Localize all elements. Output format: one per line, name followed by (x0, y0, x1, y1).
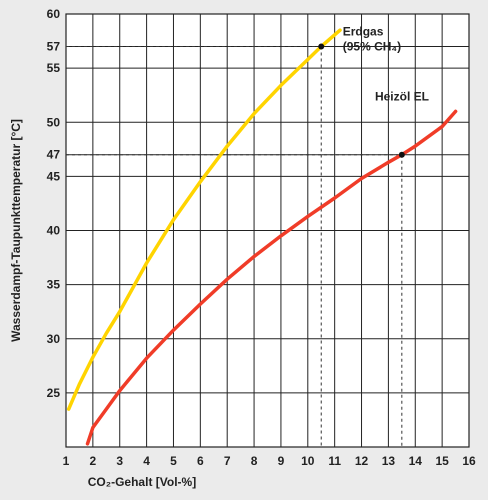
series-line-erdgas (66, 28, 342, 411)
x-tick-label: 11 (328, 454, 341, 468)
y-axis-label: Wasserdampf-Taupunkttemperatur [°C] (9, 119, 23, 342)
y-tick-label: 45 (47, 169, 61, 183)
y-tick-label: 30 (47, 332, 61, 346)
data-point-marker (318, 43, 325, 50)
y-tick-label: 60 (47, 7, 61, 21)
x-tick-label: 13 (382, 454, 396, 468)
series-label-erdgas: Erdgas (343, 24, 384, 38)
grid-lines (66, 14, 469, 447)
tick-labels: 1 2 3 4 5 6 7 8 9 10 11 12 13 14 15 1625303540454750555… (47, 7, 476, 468)
marker-guide-lines (66, 45, 403, 447)
x-tick-label: 7 (224, 454, 231, 468)
x-tick-label: 3 (116, 454, 123, 468)
x-tick-label: 10 (301, 454, 315, 468)
x-tick-label: 2 (90, 454, 97, 468)
series-markers (318, 43, 405, 158)
y-tick-label: 50 (47, 115, 61, 129)
x-tick-label: 5 (170, 454, 177, 468)
y-tick-label: 47 (47, 148, 61, 162)
x-tick-label: 16 (462, 454, 476, 468)
x-tick-label: 6 (197, 454, 204, 468)
data-point-marker (398, 151, 405, 158)
y-tick-label: 35 (47, 278, 61, 292)
y-tick-label: 55 (47, 61, 61, 75)
series-labels: Erdgas(95% CH₄) Heizöl EL (343, 24, 429, 103)
x-tick-label: 12 (355, 454, 369, 468)
series-label-heizoel: Heizöl EL (375, 90, 429, 104)
x-tick-label: 4 (143, 454, 150, 468)
x-tick-label: 1 (63, 454, 70, 468)
series-label-erdgas-formula: (95% CH₄) (343, 39, 401, 53)
y-tick-label: 40 (47, 224, 61, 238)
x-tick-label: 8 (251, 454, 258, 468)
x-tick-label: 14 (409, 454, 423, 468)
x-tick-label: 15 (435, 454, 449, 468)
x-tick-label: 9 (278, 454, 285, 468)
x-axis-label: CO₂-Gehalt [Vol-%] (88, 475, 196, 489)
y-tick-label: 57 (47, 39, 61, 53)
y-tick-label: 25 (47, 386, 61, 400)
